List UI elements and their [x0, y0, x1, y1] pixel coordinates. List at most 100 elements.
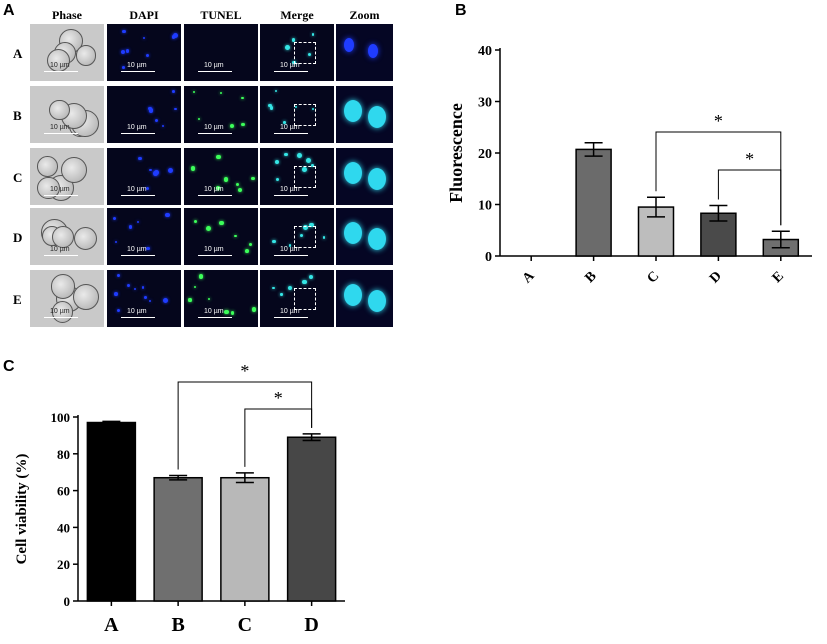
fluorescent-spot — [113, 216, 117, 221]
scale-bar-label: 10 µm — [127, 186, 147, 193]
bar-b — [153, 476, 203, 602]
fluorescent-spot — [251, 307, 257, 312]
x-tick-label-c: C — [645, 269, 663, 287]
scale-bar-label: 10 µm — [50, 246, 70, 253]
scale-bar-label: 10 µm — [280, 62, 300, 69]
scale-bar-line — [198, 133, 232, 134]
zoomed-nucleus — [368, 106, 386, 128]
row-label-c: C — [13, 170, 23, 185]
fluorescent-spot — [292, 60, 296, 65]
fluorescent-spot — [223, 177, 229, 183]
fluorescent-spot — [172, 35, 176, 39]
scale-bar-label: 10 µm — [50, 62, 70, 69]
scale-bar-line — [198, 255, 232, 256]
scale-bar-line — [198, 71, 232, 72]
y-tick-label: 80 — [57, 447, 70, 462]
fluorescent-spot — [145, 187, 149, 191]
tile-b-phase: 10 µm — [30, 86, 104, 143]
tile-c-phase: 10 µm — [30, 148, 104, 205]
fluorescent-spot — [219, 92, 223, 95]
fluorescent-spot — [230, 123, 235, 128]
scale-bar-label: 10 µm — [204, 62, 224, 69]
scale-bar-label: 10 µm — [280, 246, 300, 253]
fluorescent-spot — [148, 108, 154, 113]
bar-c — [220, 476, 270, 602]
scale-bar-line — [121, 317, 155, 318]
fluorescent-spot — [302, 225, 308, 230]
x-tick-label-d: D — [707, 269, 725, 287]
fluorescent-spot — [216, 186, 220, 190]
scale-bar-label: 10 µm — [50, 308, 70, 315]
fluorescent-spot — [197, 117, 200, 120]
tile-d-tunel: 10 µm — [184, 208, 258, 265]
fluorescent-spot — [121, 49, 126, 54]
tile-b-merge: 10 µm — [260, 86, 334, 143]
tile-b-zoom — [336, 86, 393, 143]
zoomed-nucleus — [368, 168, 386, 190]
zoomed-nucleus — [368, 44, 378, 58]
yeast-cell — [72, 284, 99, 311]
scale-bar-label: 10 µm — [50, 124, 70, 131]
yeast-cell — [37, 176, 61, 200]
fluorescent-spot — [148, 299, 152, 303]
scale-bar-line — [44, 255, 78, 256]
fluorescent-spot — [141, 286, 145, 289]
cell-viability-chart: 0 20 40 60 80 100 Cell viability (%) A B C D * * — [14, 361, 345, 636]
row-label-a: A — [13, 46, 23, 61]
significance-bracket — [717, 169, 782, 226]
fluorescent-spot — [236, 182, 240, 186]
yeast-cell — [75, 45, 97, 66]
yeast-cell — [73, 226, 98, 251]
scale-bar-line — [274, 133, 308, 134]
x-tick-label-a: A — [520, 268, 538, 286]
scale-bar-line — [274, 71, 308, 72]
fluorescent-spot — [193, 285, 196, 289]
scale-bar-label: 10 µm — [280, 308, 300, 315]
fluorescent-spot — [128, 225, 133, 230]
scale-bar-line — [44, 195, 78, 196]
fluorescent-spot — [309, 222, 314, 228]
fluorescent-spot — [154, 118, 159, 122]
scale-bar-line — [274, 195, 308, 196]
scale-bar-label: 10 µm — [204, 308, 224, 315]
x-tick-label-c: C — [238, 614, 252, 636]
zoomed-nucleus — [368, 228, 386, 250]
fluorescent-spot — [302, 279, 307, 285]
tile-d-dapi: 10 µm — [107, 208, 181, 265]
tile-e-dapi: 10 µm — [107, 270, 181, 327]
fluorescent-spot — [309, 274, 314, 279]
bar-d — [286, 436, 337, 602]
fluorescent-spot — [216, 154, 221, 160]
fluorescent-spot — [284, 45, 290, 50]
fluorescent-spot — [122, 29, 126, 34]
fluorescent-spot — [299, 234, 303, 238]
tile-a-tunel: 10 µm — [184, 24, 258, 81]
fluorescent-spot — [146, 247, 150, 251]
row-label-b: B — [13, 108, 22, 123]
scale-bar-line — [121, 255, 155, 256]
fluorescent-spot — [219, 220, 224, 226]
fluorescent-spot — [161, 124, 165, 128]
y-tick-label: 40 — [57, 520, 70, 535]
fluorescent-spot — [312, 107, 315, 110]
row-label-e: E — [13, 292, 22, 307]
fluorescent-spot — [193, 220, 197, 224]
fluorescent-spot — [167, 168, 173, 174]
y-tick-label: 40 — [478, 44, 492, 59]
scale-bar-line — [121, 71, 155, 72]
zoom-region-box — [294, 226, 316, 248]
fluorescent-spot — [174, 107, 177, 111]
tile-c-merge: 10 µm — [260, 148, 334, 205]
fluorescent-spot — [275, 177, 279, 181]
fluorescent-spot — [198, 274, 204, 279]
scale-bar-line — [44, 317, 78, 318]
fluorescent-spot — [248, 243, 252, 247]
fluorescent-spot — [306, 158, 312, 163]
significance-star: * — [745, 149, 754, 169]
fluorescent-spot — [311, 163, 315, 167]
fluorescent-spot — [230, 311, 235, 315]
tile-a-phase: 10 µm — [30, 24, 104, 81]
yeast-cell — [37, 156, 58, 177]
fluorescent-spot — [188, 298, 192, 302]
fluorescent-spot — [146, 54, 150, 58]
